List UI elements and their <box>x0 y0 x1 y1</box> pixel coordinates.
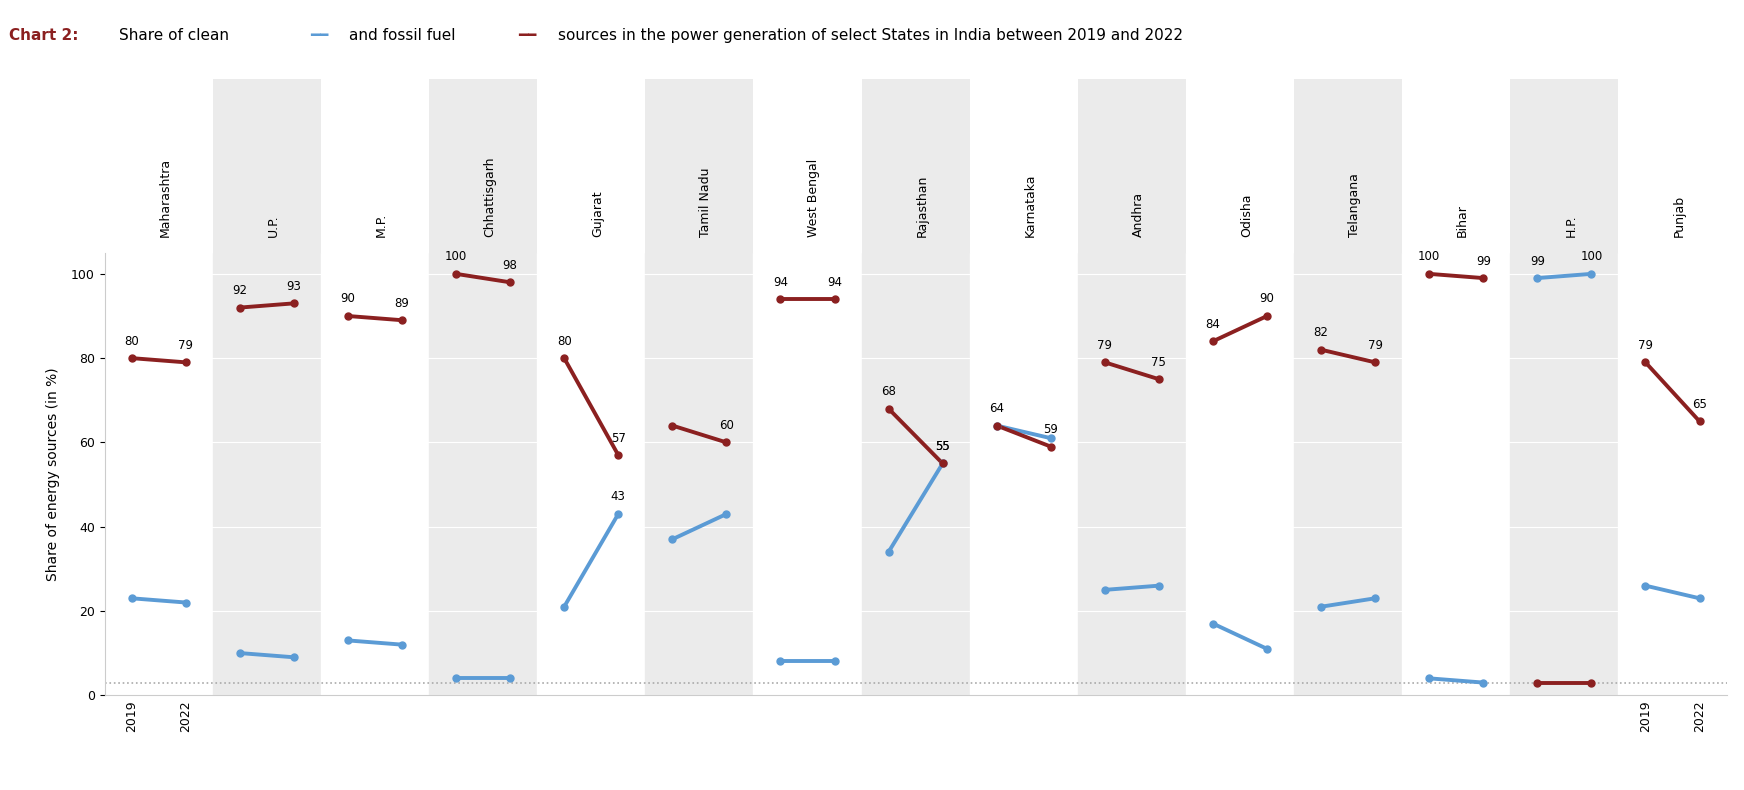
Text: 79: 79 <box>1638 339 1653 352</box>
Text: H.P.: H.P. <box>1564 214 1577 237</box>
Text: 89: 89 <box>394 297 410 310</box>
Text: 68: 68 <box>881 386 896 398</box>
Text: Karnataka: Karnataka <box>1024 174 1036 237</box>
Text: 55: 55 <box>935 440 950 453</box>
Text: Andhra: Andhra <box>1132 192 1144 237</box>
Text: 79: 79 <box>178 339 194 352</box>
Text: Chhattisgarh: Chhattisgarh <box>483 156 495 237</box>
Bar <box>1618 253 1727 695</box>
Text: West Bengal: West Bengal <box>807 159 820 237</box>
Bar <box>753 253 862 695</box>
Text: Maharashtra: Maharashtra <box>159 158 171 237</box>
Text: 79: 79 <box>1367 339 1383 352</box>
Text: M.P.: M.P. <box>375 213 387 237</box>
Text: 98: 98 <box>502 259 518 272</box>
Bar <box>1078 253 1186 695</box>
Bar <box>105 253 213 695</box>
Y-axis label: Share of energy sources (in %): Share of energy sources (in %) <box>45 367 59 581</box>
Text: 92: 92 <box>232 284 248 297</box>
Text: Tamil Nadu: Tamil Nadu <box>699 167 712 237</box>
Text: Chart 2:: Chart 2: <box>9 28 78 43</box>
Text: 55: 55 <box>935 440 950 453</box>
Text: 90: 90 <box>340 292 356 306</box>
Bar <box>970 253 1078 695</box>
Text: U.P.: U.P. <box>267 214 279 237</box>
Bar <box>213 253 321 695</box>
Bar <box>1186 253 1294 695</box>
Text: Share of clean: Share of clean <box>119 28 228 43</box>
Text: 79: 79 <box>1097 339 1113 352</box>
Text: 57: 57 <box>610 431 626 445</box>
Text: 100: 100 <box>445 250 467 263</box>
Bar <box>1510 253 1618 695</box>
Text: 90: 90 <box>1259 292 1275 306</box>
Text: 75: 75 <box>1151 356 1167 369</box>
Text: 60: 60 <box>719 419 734 432</box>
Text: Odisha: Odisha <box>1240 194 1252 237</box>
Text: ━━: ━━ <box>518 28 535 43</box>
Text: 100: 100 <box>1580 250 1603 263</box>
Text: Telangana: Telangana <box>1348 173 1360 237</box>
Text: 80: 80 <box>124 335 140 348</box>
Text: 94: 94 <box>827 276 842 288</box>
Text: sources in the power generation of select States in India between 2019 and 2022: sources in the power generation of selec… <box>558 28 1182 43</box>
Text: 65: 65 <box>1692 398 1707 411</box>
Text: 82: 82 <box>1313 326 1329 339</box>
Text: Punjab: Punjab <box>1672 195 1685 237</box>
Bar <box>645 253 753 695</box>
Text: 43: 43 <box>610 491 626 503</box>
Text: 99: 99 <box>1475 254 1491 268</box>
Text: 59: 59 <box>1043 423 1059 436</box>
Bar <box>1402 253 1510 695</box>
Text: ━━: ━━ <box>310 28 328 43</box>
Text: 93: 93 <box>286 280 302 293</box>
Text: 100: 100 <box>1418 250 1441 263</box>
Bar <box>321 253 429 695</box>
Text: 80: 80 <box>556 335 572 348</box>
Bar <box>537 253 645 695</box>
Text: 94: 94 <box>773 276 788 288</box>
Text: Gujarat: Gujarat <box>591 190 603 237</box>
Text: Bihar: Bihar <box>1456 204 1468 237</box>
Bar <box>862 253 970 695</box>
Text: and fossil fuel: and fossil fuel <box>349 28 455 43</box>
Bar <box>429 253 537 695</box>
Text: 64: 64 <box>989 402 1005 415</box>
Text: Rajasthan: Rajasthan <box>916 175 928 237</box>
Bar <box>1294 253 1402 695</box>
Text: 99: 99 <box>1529 254 1545 268</box>
Text: 84: 84 <box>1205 318 1221 331</box>
